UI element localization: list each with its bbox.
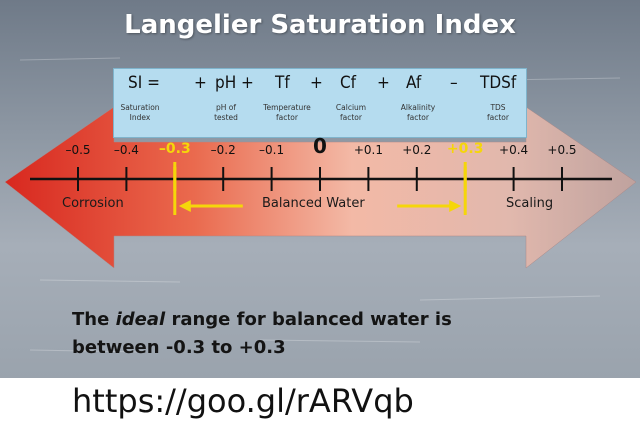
tick-label: –0.5 (65, 143, 91, 157)
note-line-1: The ideal range for balanced water is (72, 309, 452, 330)
tick-label: +0.4 (499, 143, 529, 157)
formula-operator: + (310, 73, 323, 93)
formula-term-si: SI = (128, 73, 160, 93)
diagram-title: Langelier Saturation Index (124, 10, 516, 40)
formula-desc-af: Alkalinity factor (400, 103, 436, 122)
range-arrowhead-right (449, 200, 462, 212)
formula-desc-tf: Temperature factor (263, 103, 311, 122)
formula-desc-tdsf: TDS factor (487, 103, 509, 122)
tick-label: –0.2 (210, 143, 236, 157)
tick-label: +0.3 (446, 141, 484, 157)
formula-operator: + (194, 73, 207, 93)
formula-operator: + (377, 73, 390, 93)
formula-desc-ph: pH of tested (214, 103, 238, 122)
balanced-range-markers (173, 162, 467, 215)
formula-operator: – (450, 73, 458, 93)
tick-label: –0.4 (113, 143, 139, 157)
tick-label: +0.5 (547, 143, 577, 157)
formula-term-ph: pH (215, 73, 237, 93)
note-line-2: between -0.3 to +0.3 (72, 337, 286, 358)
formula-term-tdsf: TDSf (480, 73, 517, 93)
tick-label: +0.1 (353, 143, 383, 157)
formula-operator: + (241, 73, 254, 93)
tick-label: –0.3 (158, 141, 191, 157)
formula-desc-cf: Calcium factor (335, 103, 367, 122)
zone-label-corrosion: Corrosion (62, 196, 124, 211)
formula-term-cf: Cf (340, 73, 357, 93)
zone-label-scaling: Scaling (506, 196, 554, 211)
formula-term-tf: Tf (275, 73, 290, 93)
formula-term-af: Af (406, 73, 422, 93)
tick-label: 0 (313, 134, 327, 158)
lsi-diagram: Langelier Saturation Index SI = + pH + T… (0, 0, 640, 378)
formula-desc-si: Saturation Index (120, 103, 160, 122)
range-arrowhead-left (178, 200, 191, 212)
ideal-range-note: The ideal range for balanced water is be… (72, 306, 452, 362)
tick-label: –0.1 (259, 143, 285, 157)
zone-label-balanced: Balanced Water (262, 196, 365, 211)
diagram-graphics (4, 106, 637, 269)
tick-label: +0.2 (402, 143, 432, 157)
lsi-formula-box: SI = + pH + Tf + Cf + Af – TDSf Saturati… (113, 68, 527, 138)
source-url: https://goo.gl/rARVqb (72, 382, 414, 420)
